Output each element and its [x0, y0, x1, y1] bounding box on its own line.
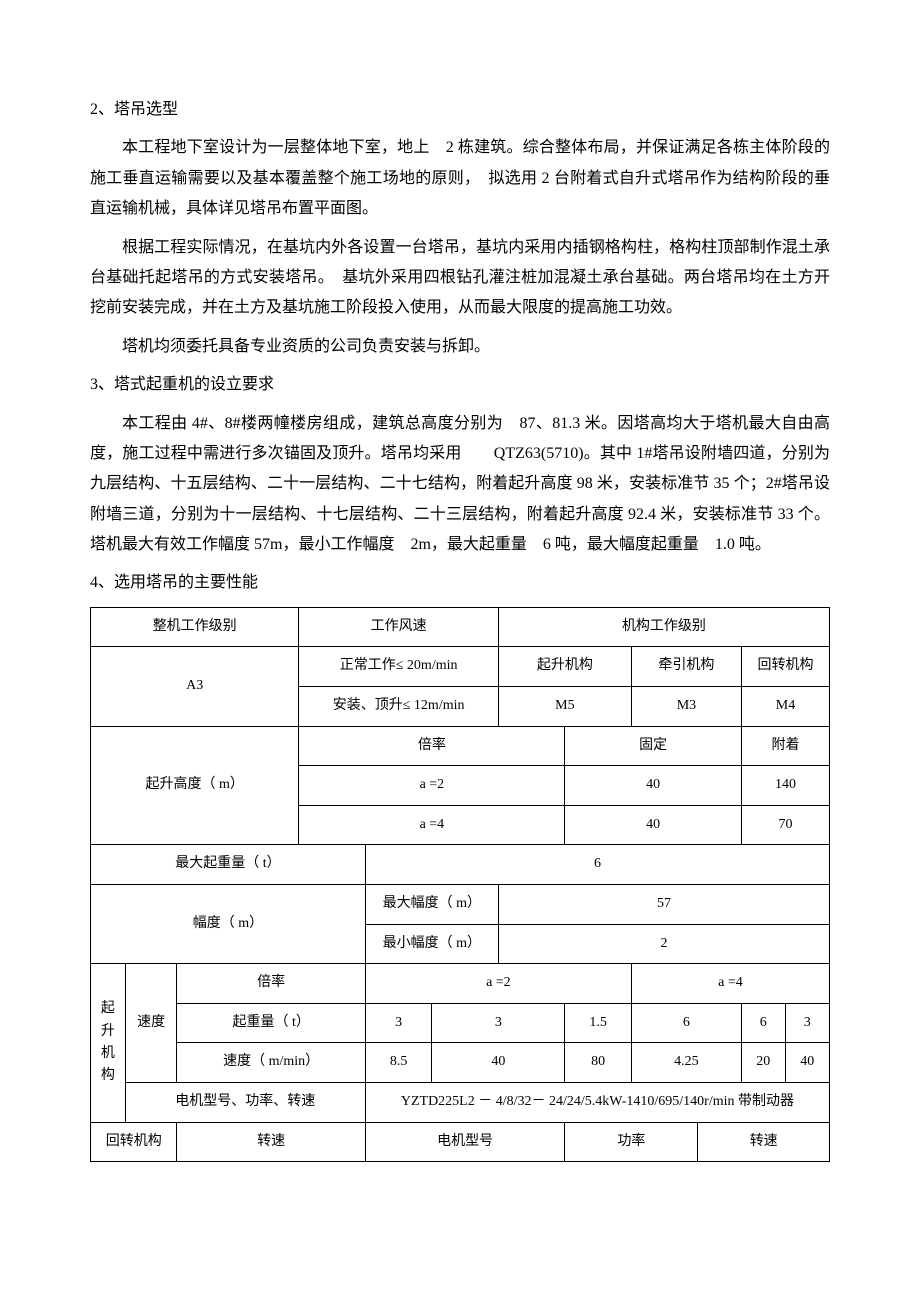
cell: 1.5 — [565, 1003, 632, 1043]
section-2-heading: 2、塔吊选型 — [90, 95, 830, 125]
cell: 正常工作≤ 20m/min — [299, 647, 499, 687]
cell: 3 — [365, 1003, 432, 1043]
cell: 回转机构 — [91, 1122, 177, 1162]
cell: M5 — [498, 687, 631, 727]
cell: 80 — [565, 1043, 632, 1083]
cell: 起重量（ t） — [177, 1003, 365, 1043]
cell: 最大幅度（ m） — [365, 885, 498, 925]
section-3-para-1: 本工程由 4#、8#楼两幢楼房组成，建筑总高度分别为 87、81.3 米。因塔高… — [90, 409, 830, 561]
cell: 起升机构 — [91, 964, 126, 1122]
table-row: 速度（ m/min） 8.5 40 80 4.25 20 40 — [91, 1043, 830, 1083]
cell: 70 — [741, 805, 829, 845]
table-row: 最大起重量（ t） 6 — [91, 845, 830, 885]
cell: 速度 — [125, 964, 177, 1083]
cell: 转速 — [177, 1122, 365, 1162]
table-row: 整机工作级别 工作风速 机构工作级别 — [91, 607, 830, 647]
table-row: 起升机构 速度 倍率 a =2 a =4 — [91, 964, 830, 1004]
cell: 起升高度（ m） — [91, 726, 299, 845]
cell: a =2 — [365, 964, 631, 1004]
cell: a =4 — [299, 805, 565, 845]
cell: 3 — [432, 1003, 565, 1043]
section-3-heading: 3、塔式起重机的设立要求 — [90, 370, 830, 400]
cell: 幅度（ m） — [91, 885, 366, 964]
cell: 牵引机构 — [631, 647, 741, 687]
cell: 回转机构 — [741, 647, 829, 687]
table-row: 起升高度（ m） 倍率 固定 附着 — [91, 726, 830, 766]
table-row: 起重量（ t） 3 3 1.5 6 6 3 — [91, 1003, 830, 1043]
cell: a =2 — [299, 766, 565, 806]
cell: YZTD225L2 － 4/8/32－ 24/24/5.4kW-1410/695… — [365, 1082, 829, 1122]
cell: 4.25 — [631, 1043, 741, 1083]
cell: 40 — [785, 1043, 829, 1083]
cell: 电机型号 — [365, 1122, 565, 1162]
cell: 速度（ m/min） — [177, 1043, 365, 1083]
cell: 2 — [498, 924, 829, 964]
cell: 6 — [631, 1003, 741, 1043]
cell: 整机工作级别 — [91, 607, 299, 647]
cell: 机构工作级别 — [498, 607, 829, 647]
table-row: 电机型号、功率、转速 YZTD225L2 － 4/8/32－ 24/24/5.4… — [91, 1082, 830, 1122]
cell: 57 — [498, 885, 829, 925]
cell: M3 — [631, 687, 741, 727]
cell: 工作风速 — [299, 607, 499, 647]
cell: 40 — [565, 805, 742, 845]
cell: 倍率 — [177, 964, 365, 1004]
cell: 电机型号、功率、转速 — [125, 1082, 365, 1122]
cell: 8.5 — [365, 1043, 432, 1083]
cell: 40 — [432, 1043, 565, 1083]
cell: A3 — [91, 647, 299, 726]
cell: 倍率 — [299, 726, 565, 766]
cell: 3 — [785, 1003, 829, 1043]
spec-table: 整机工作级别 工作风速 机构工作级别 A3 正常工作≤ 20m/min 起升机构… — [90, 607, 830, 1162]
cell: 6 — [365, 845, 829, 885]
cell: 最小幅度（ m） — [365, 924, 498, 964]
cell: 安装、顶升≤ 12m/min — [299, 687, 499, 727]
table-row: A3 正常工作≤ 20m/min 起升机构 牵引机构 回转机构 — [91, 647, 830, 687]
cell: 40 — [565, 766, 742, 806]
cell: 6 — [741, 1003, 785, 1043]
section-2-para-3: 塔机均须委托具备专业资质的公司负责安装与拆卸。 — [90, 332, 830, 362]
cell: 起升机构 — [498, 647, 631, 687]
cell: a =4 — [631, 964, 829, 1004]
cell: M4 — [741, 687, 829, 727]
section-2-para-1: 本工程地下室设计为一层整体地下室，地上 2 栋建筑。综合整体布局，并保证满足各栋… — [90, 133, 830, 224]
cell: 功率 — [565, 1122, 698, 1162]
cell: 140 — [741, 766, 829, 806]
section-4-heading: 4、选用塔吊的主要性能 — [90, 568, 830, 598]
table-row: 幅度（ m） 最大幅度（ m） 57 — [91, 885, 830, 925]
cell: 转速 — [698, 1122, 830, 1162]
section-2-para-2: 根据工程实际情况，在基坑内外各设置一台塔吊，基坑内采用内插钢格构柱，格构柱顶部制… — [90, 233, 830, 324]
cell: 附着 — [741, 726, 829, 766]
table-row: 回转机构 转速 电机型号 功率 转速 — [91, 1122, 830, 1162]
cell: 固定 — [565, 726, 742, 766]
cell: 最大起重量（ t） — [91, 845, 366, 885]
cell: 20 — [741, 1043, 785, 1083]
